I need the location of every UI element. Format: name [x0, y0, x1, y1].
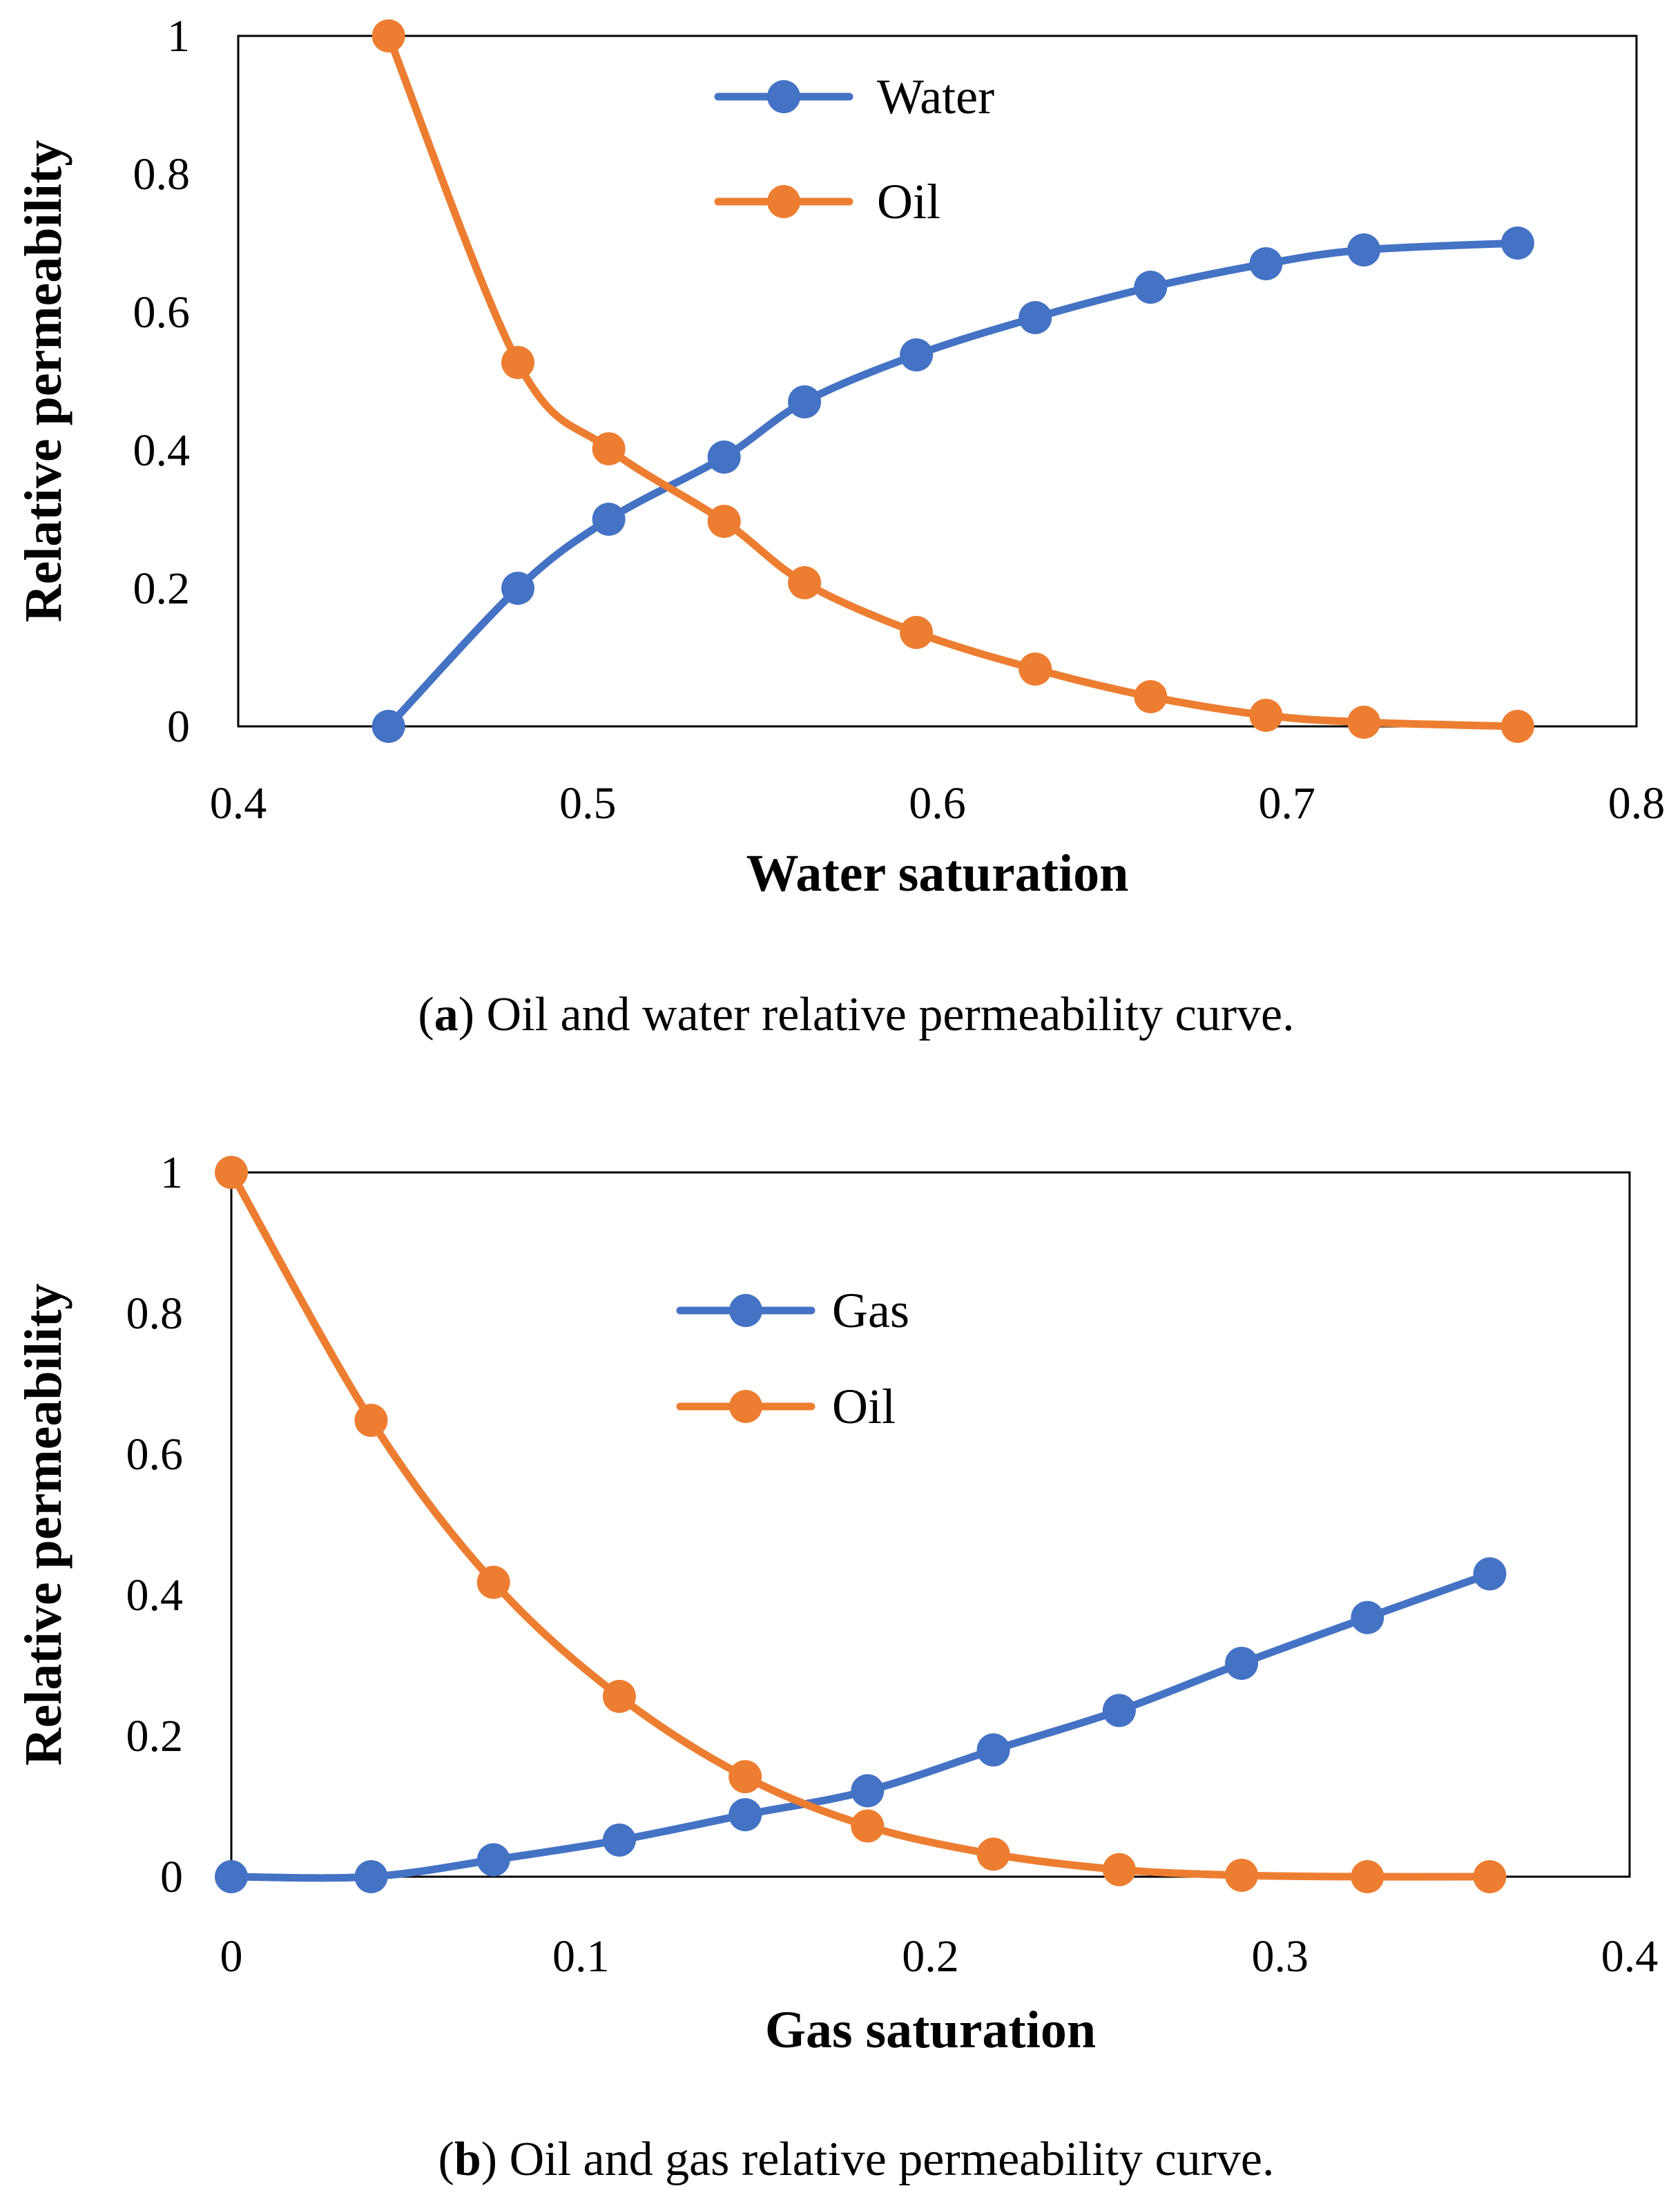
data-point-oil: [1134, 680, 1168, 713]
data-point-gas: [728, 1798, 762, 1832]
caption-letter: a: [434, 988, 458, 1041]
legend-marker-oil: [729, 1390, 762, 1423]
data-point-oil: [1500, 710, 1534, 743]
data-point-water: [788, 385, 822, 418]
data-point-oil: [851, 1809, 885, 1843]
x-tick-label: 0.2: [902, 1931, 959, 1982]
y-tick-label: 0.4: [126, 1570, 184, 1621]
x-tick-label: 0.6: [909, 778, 966, 829]
data-point-gas: [1351, 1601, 1384, 1634]
legend-marker-oil: [767, 185, 800, 218]
data-point-oil: [1018, 652, 1052, 686]
data-point-gas: [354, 1860, 388, 1893]
figure-caption: (b) Oil and gas relative permeability cu…: [438, 2133, 1275, 2186]
y-tick-label: 0.6: [133, 287, 191, 338]
data-point-oil: [1225, 1858, 1259, 1892]
data-point-oil: [976, 1837, 1010, 1871]
x-axis-title: Water saturation: [746, 844, 1129, 902]
data-point-water: [501, 572, 534, 605]
y-tick-label: 0.6: [126, 1429, 184, 1480]
data-point-water: [371, 710, 405, 743]
series-line-oil: [385, 32, 1522, 731]
data-point-gas: [1102, 1694, 1136, 1728]
data-point-water: [1347, 233, 1381, 267]
y-axis-title: Relative permeability: [15, 140, 73, 623]
legend-label-water: Water: [877, 69, 994, 124]
data-point-water: [1018, 301, 1052, 334]
legend-label-oil: Oil: [832, 1379, 896, 1434]
x-tick-label: 0.8: [1608, 778, 1665, 829]
legend-marker-water: [767, 80, 800, 113]
caption-letter: b: [454, 2133, 481, 2186]
x-axis-title: Gas saturation: [765, 2001, 1096, 2059]
data-point-oil: [354, 1404, 388, 1438]
x-tick-label: 0: [220, 1931, 243, 1982]
x-tick-label: 0.7: [1259, 778, 1316, 829]
chart-b-oil-gas: 0 0.1 0.2 0.3 0.4 0 0.2 0.4 0.6 0.8 1 Gas saturatio…: [15, 1148, 1658, 2186]
series-line-oil: [227, 1168, 1494, 1881]
series-line-water: [385, 239, 1522, 731]
data-point-gas: [476, 1843, 510, 1877]
data-point-water: [900, 338, 934, 371]
data-point-oil: [215, 1156, 248, 1189]
y-tick-label: 1: [160, 1148, 183, 1198]
plot-frame: [230, 1171, 1631, 1878]
data-point-oil: [788, 566, 822, 599]
x-tick-label: 0.4: [210, 778, 267, 829]
legend-marker-gas: [729, 1294, 762, 1327]
data-point-oil: [900, 616, 934, 649]
figure-caption: (a) Oil and water relative permeability …: [418, 988, 1294, 1041]
data-point-oil: [476, 1565, 510, 1599]
y-tick-label: 0: [160, 1852, 183, 1902]
data-point-oil: [602, 1679, 636, 1713]
data-point-oil: [1347, 706, 1381, 739]
data-point-gas: [215, 1860, 248, 1893]
plot-frame: [237, 35, 1638, 728]
data-point-water: [1249, 247, 1283, 280]
data-point-oil: [592, 432, 626, 465]
y-axis-title: Relative permeability: [15, 1284, 73, 1766]
data-point-gas: [976, 1733, 1010, 1767]
data-point-oil: [371, 19, 405, 52]
caption-text: ) Oil and water relative permeability cu…: [458, 988, 1295, 1041]
data-point-oil: [707, 505, 741, 538]
data-point-oil: [1351, 1860, 1384, 1893]
data-point-gas: [602, 1823, 636, 1857]
legend-label-oil: Oil: [877, 174, 940, 229]
x-tick-label: 0.3: [1252, 1931, 1309, 1982]
y-tick-label: 0: [167, 702, 190, 752]
x-tick-label: 0.4: [1601, 1931, 1659, 1982]
legend-label-gas: Gas: [832, 1283, 909, 1338]
data-point-oil: [1102, 1853, 1136, 1886]
caption-text: ) Oil and gas relative permeability curv…: [481, 2133, 1275, 2186]
y-tick-label: 0.8: [126, 1288, 184, 1339]
y-tick-label: 0.2: [133, 563, 191, 614]
x-tick-label: 0.5: [559, 778, 617, 829]
data-point-gas: [1225, 1646, 1259, 1680]
data-point-oil: [1473, 1860, 1507, 1893]
y-tick-label: 0.4: [133, 425, 191, 476]
data-point-water: [592, 503, 626, 536]
data-point-gas: [1473, 1557, 1507, 1591]
data-point-water: [1500, 226, 1534, 260]
y-tick-label: 0.2: [126, 1711, 184, 1761]
y-tick-label: 1: [167, 11, 190, 61]
x-tick-label: 0.1: [552, 1931, 610, 1982]
data-point-oil: [728, 1760, 762, 1794]
data-point-gas: [851, 1774, 885, 1808]
y-tick-label: 0.8: [133, 149, 191, 200]
data-point-water: [1134, 271, 1168, 304]
data-point-water: [707, 441, 741, 474]
data-point-oil: [1249, 699, 1283, 732]
data-point-oil: [501, 346, 534, 379]
chart-a-oil-water: 0.4 0.5 0.6 0.7 0.8 0 0.2 0.4 0.6 0.8 1 Water satur…: [15, 11, 1665, 1041]
